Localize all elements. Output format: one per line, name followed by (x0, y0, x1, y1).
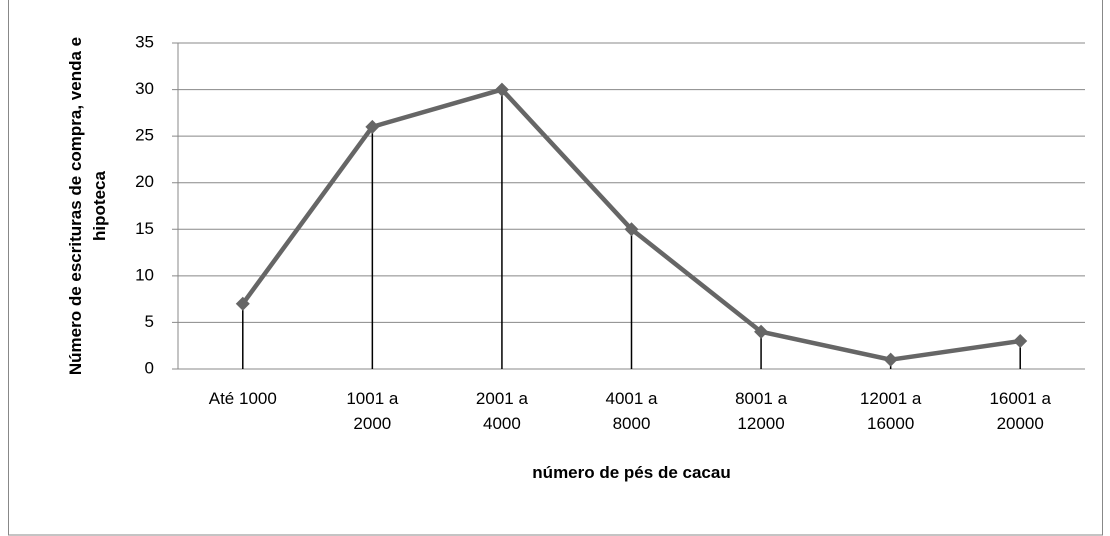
data-point (235, 296, 250, 311)
x-tick-label: Até 1000 (208, 389, 277, 408)
y-tick-label: 15 (135, 219, 154, 238)
chart-border (8, 0, 1103, 536)
data-point (624, 222, 639, 237)
y-tick-label: 35 (135, 32, 154, 51)
x-axis-label: número de pés de cacau (532, 463, 731, 482)
x-tick-label: 16001 a 20000 (989, 389, 1051, 433)
x-tick-label: 12001 a 16000 (859, 389, 922, 433)
data-point (365, 119, 380, 134)
x-tick-label: 2001 a 4000 (475, 389, 528, 433)
y-tick-label: 5 (145, 312, 154, 331)
y-tick-label: 20 (135, 172, 154, 191)
y-tick-label: 30 (135, 79, 154, 98)
data-point (754, 324, 769, 339)
y-tick-label: 0 (145, 358, 154, 377)
data-point (1013, 334, 1028, 349)
x-tick-label: 8001 a 12000 (735, 389, 788, 433)
y-tick-label: 10 (135, 265, 154, 284)
data-point (883, 352, 898, 367)
y-tick-label: 25 (135, 126, 154, 145)
x-tick-label: 1001 a 2000 (346, 389, 399, 433)
y-axis-label: Número de escrituras de compra, venda e … (66, 36, 109, 376)
x-tick-label: 4001 a 8000 (605, 389, 658, 433)
data-point (494, 82, 509, 97)
